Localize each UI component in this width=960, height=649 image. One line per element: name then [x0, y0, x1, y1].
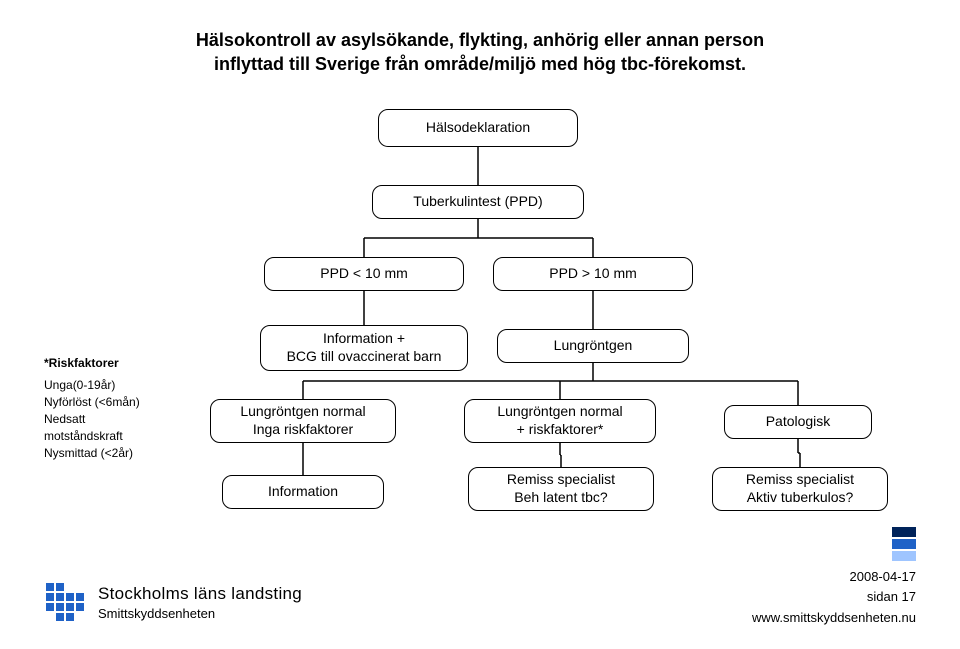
- mark-dark: [892, 527, 916, 537]
- flow-node-K: Remiss specialistBeh latent tbc?: [468, 467, 654, 511]
- footer: Stockholms läns landsting Smittskyddsenh…: [44, 559, 916, 629]
- page: Hälsokontroll av asylsökande, flykting, …: [0, 0, 960, 649]
- flow-node-B: Tuberkulintest (PPD): [372, 185, 584, 219]
- footer-url: www.smittskyddsenheten.nu: [752, 608, 916, 629]
- riskfactors-note: *Riskfaktorer Unga(0-19år) Nyförlöst (<6…: [44, 355, 184, 462]
- mark-mid: [892, 539, 916, 549]
- riskfactors-item: Unga(0-19år): [44, 377, 184, 394]
- flow-node-D: PPD > 10 mm: [493, 257, 693, 291]
- flow-node-H: Lungröntgen normal+ riskfaktorer*: [464, 399, 656, 443]
- riskfactors-item: Nyförlöst (<6mån): [44, 394, 184, 411]
- flow-node-A: Hälsodeklaration: [378, 109, 578, 147]
- footer-org-text: Stockholms läns landsting Smittskyddsenh…: [98, 584, 302, 621]
- sll-logo-icon: [44, 581, 90, 623]
- flow-node-L: Remiss specialistAktiv tuberkulos?: [712, 467, 888, 511]
- footer-page: sidan 17: [752, 587, 916, 608]
- flow-node-I: Patologisk: [724, 405, 872, 439]
- flow-node-G: Lungröntgen normalInga riskfaktorer: [210, 399, 396, 443]
- flow-node-C: PPD < 10 mm: [264, 257, 464, 291]
- mark-light: [892, 551, 916, 561]
- riskfactors-item: Nysmittad (<2år): [44, 445, 184, 462]
- title-line-1: Hälsokontroll av asylsökande, flykting, …: [196, 30, 764, 50]
- footer-date: 2008-04-17: [752, 567, 916, 588]
- footer-org-1: Stockholms läns landsting: [98, 584, 302, 604]
- riskfactors-item: Nedsatt motståndskraft: [44, 411, 154, 445]
- flow-node-F: Lungröntgen: [497, 329, 689, 363]
- page-title: Hälsokontroll av asylsökande, flykting, …: [44, 28, 916, 77]
- riskfactors-header: *Riskfaktorer: [44, 355, 184, 372]
- footer-marks-icon: [892, 527, 916, 563]
- flow-node-E: Information +BCG till ovaccinerat barn: [260, 325, 468, 371]
- footer-logo-block: Stockholms läns landsting Smittskyddsenh…: [44, 581, 302, 623]
- footer-right: 2008-04-17 sidan 17 www.smittskyddsenhet…: [752, 523, 916, 629]
- flowchart: *Riskfaktorer Unga(0-19år) Nyförlöst (<6…: [44, 97, 916, 517]
- footer-org-2: Smittskyddsenheten: [98, 606, 302, 621]
- title-line-2: inflyttad till Sverige från område/miljö…: [214, 54, 746, 74]
- flow-node-J: Information: [222, 475, 384, 509]
